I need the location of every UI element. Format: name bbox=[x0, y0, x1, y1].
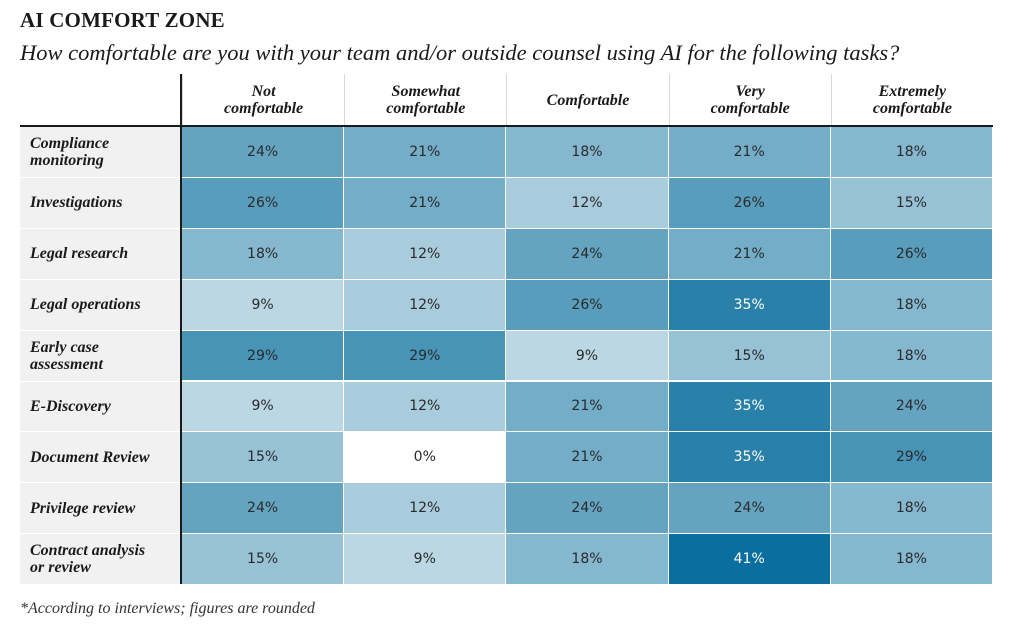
heatmap-cell: 29% bbox=[830, 431, 993, 483]
heatmap-cell: 0% bbox=[344, 431, 507, 483]
row-label: Contract analysis or review bbox=[20, 533, 180, 584]
heatmap-cell: 41% bbox=[668, 533, 831, 585]
row-label: Investigations bbox=[20, 176, 180, 228]
column-header: Somewhat comfortable bbox=[344, 74, 506, 126]
heatmap-cell: 21% bbox=[668, 126, 831, 177]
heatmap-cell: 12% bbox=[344, 482, 507, 534]
heatmap-cell: 24% bbox=[506, 482, 669, 534]
row-label: Document Review bbox=[20, 431, 180, 482]
heatmap-cell: 12% bbox=[344, 227, 507, 279]
row-label: Legal research bbox=[20, 227, 180, 279]
column-header: Comfortable bbox=[506, 74, 668, 126]
row-label-background bbox=[20, 126, 180, 584]
heatmap-cell: 9% bbox=[182, 278, 345, 330]
heatmap-cell: 24% bbox=[830, 380, 993, 432]
horizontal-divider bbox=[20, 125, 993, 127]
heatmap-cell: 18% bbox=[506, 533, 669, 585]
heatmap-cell: 35% bbox=[668, 380, 831, 432]
column-header: Not comfortable bbox=[182, 74, 344, 126]
heatmap-cell: 9% bbox=[506, 329, 669, 381]
heatmap-cell: 29% bbox=[344, 329, 507, 381]
vertical-divider bbox=[180, 74, 182, 584]
heatmap-cell: 21% bbox=[344, 176, 507, 228]
heatmap-cell: 9% bbox=[182, 380, 345, 432]
heatmap-cell: 18% bbox=[830, 126, 993, 177]
heatmap-cell: 35% bbox=[668, 278, 831, 330]
heatmap-cell: 15% bbox=[668, 329, 831, 381]
heatmap-cell: 24% bbox=[668, 482, 831, 534]
heatmap-cell: 26% bbox=[182, 176, 345, 228]
heatmap-cell: 29% bbox=[182, 329, 345, 381]
heatmap-cell: 9% bbox=[344, 533, 507, 585]
heatmap-cell: 35% bbox=[668, 431, 831, 483]
heatmap-cell: 18% bbox=[830, 533, 993, 585]
heatmap-cell: 18% bbox=[506, 126, 669, 177]
column-header: Very comfortable bbox=[668, 74, 831, 126]
heatmap-cell: 15% bbox=[830, 176, 993, 228]
heatmap-cell: 15% bbox=[182, 431, 345, 483]
row-label: Privilege review bbox=[20, 482, 180, 533]
heatmap-cell: 24% bbox=[506, 227, 669, 279]
heatmap-cell: 21% bbox=[506, 431, 669, 483]
heatmap-cell: 18% bbox=[830, 278, 993, 330]
heatmap-cell: 15% bbox=[182, 533, 345, 585]
heatmap-cell: 18% bbox=[830, 482, 993, 534]
heatmap-cell: 26% bbox=[830, 227, 993, 279]
heatmap-cell: 24% bbox=[182, 126, 345, 177]
row-label: Legal operations bbox=[20, 278, 180, 330]
heatmap-cell: 21% bbox=[344, 126, 507, 177]
heatmap-cell: 18% bbox=[182, 227, 345, 279]
heatmap-cell: 26% bbox=[506, 278, 669, 330]
heatmap-cell: 21% bbox=[668, 227, 831, 279]
heatmap-cell: 24% bbox=[182, 482, 345, 534]
heatmap-cell: 12% bbox=[344, 380, 507, 432]
heatmap-cell: 21% bbox=[506, 380, 669, 432]
footnote: *According to interviews; figures are ro… bbox=[20, 600, 315, 617]
heatmap-cell: 12% bbox=[506, 176, 669, 228]
chart-title: AI COMFORT ZONE bbox=[20, 8, 225, 32]
column-header: Extremely comfortable bbox=[830, 74, 993, 126]
row-label: E-Discovery bbox=[20, 380, 180, 432]
chart-subtitle: How comfortable are you with your team a… bbox=[20, 40, 900, 65]
heatmap-cell: 18% bbox=[830, 329, 993, 381]
row-label: Compliance monitoring bbox=[20, 126, 180, 177]
row-label: Early case assessment bbox=[20, 329, 180, 381]
heatmap-cell: 26% bbox=[668, 176, 831, 228]
heatmap-cell: 12% bbox=[344, 278, 507, 330]
